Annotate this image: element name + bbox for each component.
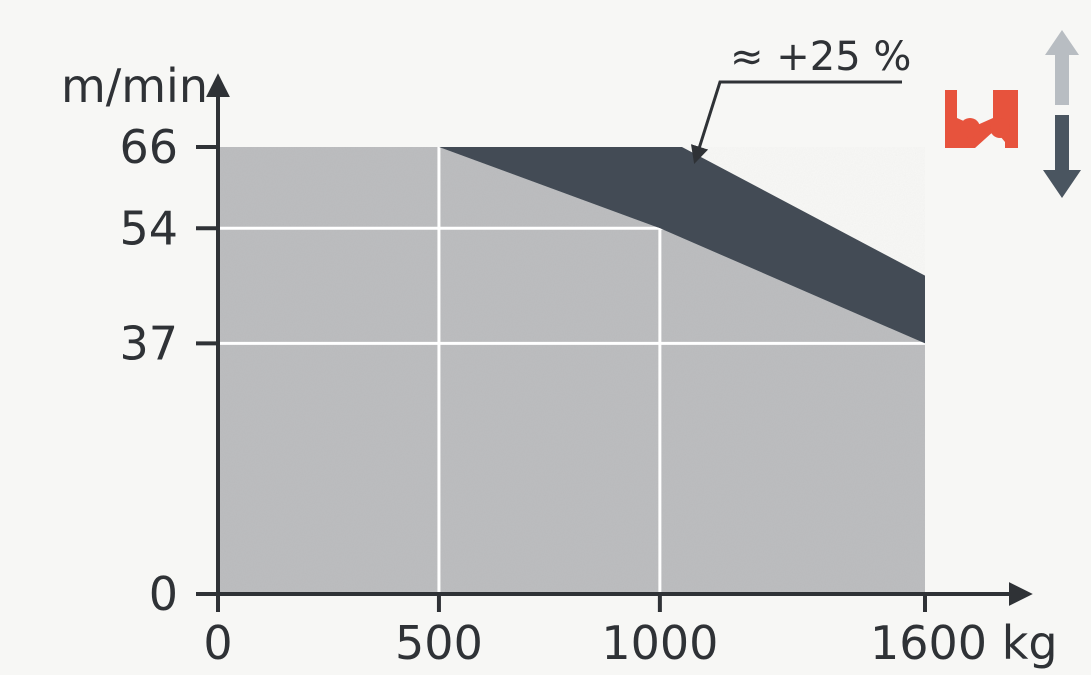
- y-tick-label: 0: [149, 567, 178, 621]
- annotation: ≈ +25 %: [690, 34, 911, 164]
- annotation-leader: [690, 80, 902, 164]
- y-unit-label: m/min: [61, 59, 208, 113]
- area-series-increase: [438, 147, 925, 344]
- annotation-label: ≈ +25 %: [730, 34, 911, 80]
- y-tick-label: 54: [119, 201, 178, 255]
- up-down-arrow-icon: [1043, 30, 1081, 198]
- plot-area: [218, 147, 925, 594]
- y-tick-label: 37: [119, 316, 178, 370]
- x-tick-label: 1000: [601, 616, 718, 670]
- hoist-hook-icon: [945, 90, 1018, 148]
- axes: [196, 73, 1033, 612]
- x-tick-label: 500: [395, 616, 483, 670]
- y-tick-label: 66: [119, 120, 178, 174]
- tick-labels: 0 37 54 66 0 500 1000 1600 kg m/min: [61, 59, 1058, 670]
- x-tick-label: 1600 kg: [870, 616, 1058, 670]
- x-tick-label: 0: [203, 616, 232, 670]
- area-series-base: [218, 147, 925, 594]
